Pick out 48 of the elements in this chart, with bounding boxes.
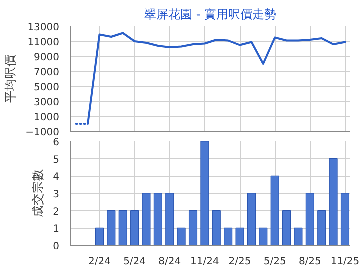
bar: [130, 210, 140, 246]
bar: [177, 228, 186, 246]
y-tick-label: 6: [53, 138, 60, 148]
x-tick-label: 8/24: [158, 256, 182, 268]
y-tick-label: 2: [53, 206, 60, 218]
bar: [318, 210, 326, 246]
x-tick-label: 2/25: [228, 256, 252, 268]
y-tick-label: 0: [53, 242, 60, 252]
y-axis-title: 成交宗數: [31, 170, 46, 218]
y-tick-label: 9000: [34, 52, 60, 64]
bar: [188, 210, 198, 246]
bar: [247, 193, 256, 246]
bar: [107, 210, 116, 246]
y-axis-title: 平均呎價: [4, 55, 18, 103]
bar: [236, 228, 244, 246]
y-tick-label: 4: [53, 172, 60, 184]
x-tick-label: 2/24: [88, 256, 111, 268]
x-tick-label: 11/25: [330, 256, 360, 268]
bar: [118, 210, 128, 246]
bar: [306, 193, 314, 246]
bar: [282, 210, 292, 246]
x-tick-label: 11/24: [190, 256, 220, 268]
y-tick-label: 1: [53, 224, 60, 236]
bar: [200, 142, 210, 246]
x-tick-label: 5/25: [264, 256, 286, 268]
bar: [224, 228, 233, 246]
x-tick-label: 5/24: [124, 256, 146, 268]
bar: [154, 193, 162, 246]
bar: [329, 158, 338, 246]
y-tick-label: 1000: [34, 112, 60, 124]
y-tick-label: 11000: [28, 38, 60, 48]
y-tick-label: 7000: [34, 68, 60, 78]
bar: [270, 176, 280, 246]
y-tick-label: 3: [53, 190, 60, 200]
bar: [212, 210, 221, 246]
bar: [166, 193, 174, 246]
bar: [142, 193, 151, 246]
y-tick-label: 13000: [28, 22, 60, 34]
y-tick-label: 5: [53, 154, 60, 166]
x-tick-label: 8/25: [298, 256, 322, 268]
y-tick-label: 5000: [34, 82, 60, 94]
bar: [259, 228, 268, 246]
y-tick-label: −1000: [26, 128, 60, 138]
y-tick-label: 3000: [34, 98, 60, 108]
bar: [340, 193, 350, 246]
chart-title: 翠屏花園 - 實用呎價走勢: [144, 8, 276, 22]
bar: [294, 228, 303, 246]
bar: [95, 228, 104, 246]
